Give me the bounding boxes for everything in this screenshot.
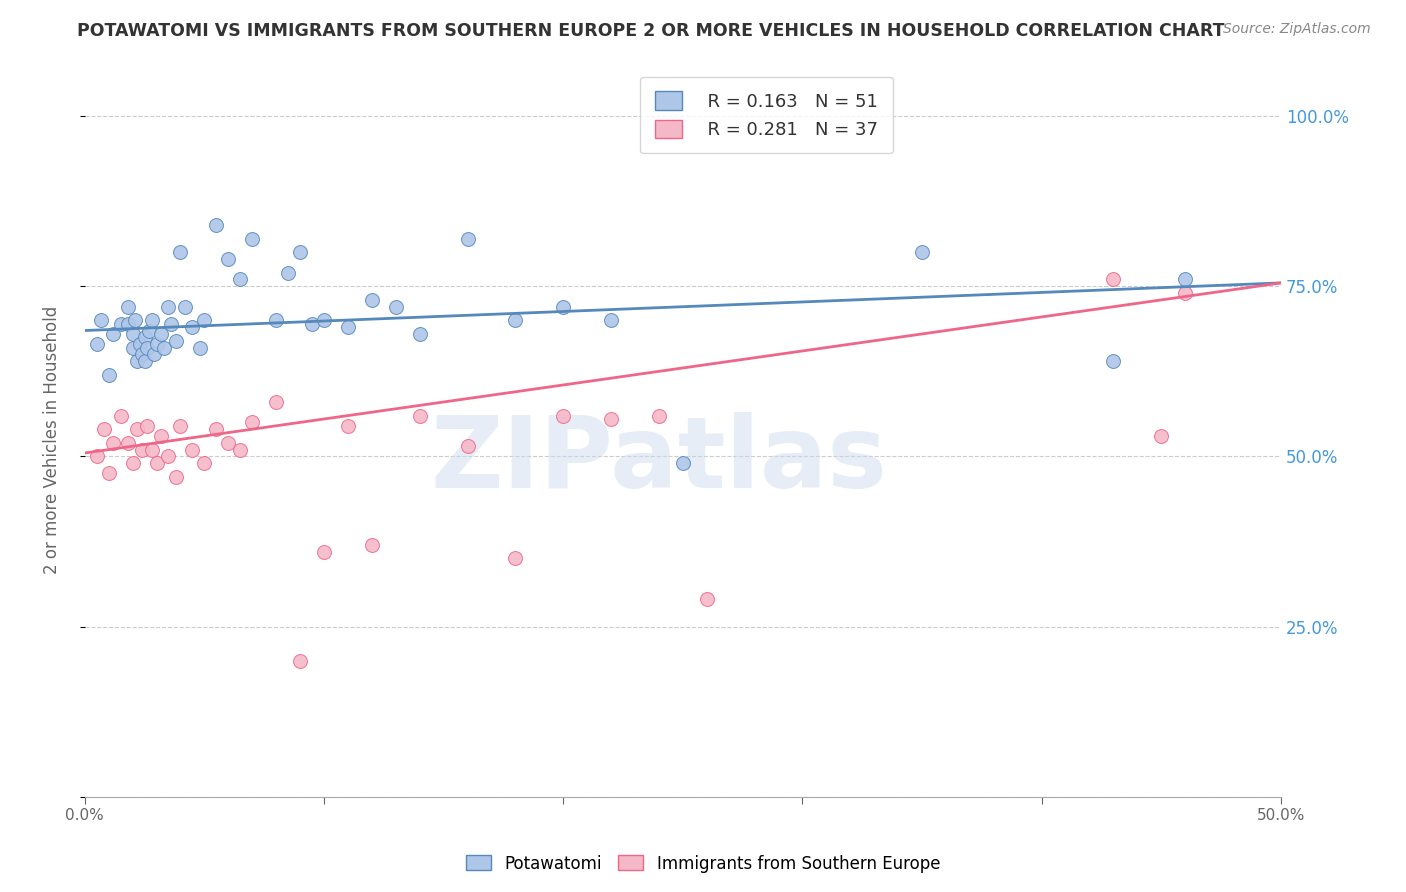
Point xyxy=(336,320,359,334)
Point xyxy=(134,354,156,368)
Point xyxy=(360,538,382,552)
Point xyxy=(648,409,671,423)
Point xyxy=(553,409,575,423)
Point xyxy=(136,418,159,433)
Point xyxy=(145,337,167,351)
Point xyxy=(121,341,143,355)
Point xyxy=(97,467,120,481)
Point xyxy=(600,412,623,426)
Point xyxy=(600,313,623,327)
Point xyxy=(93,422,115,436)
Point xyxy=(86,337,108,351)
Legend: Potawatomi, Immigrants from Southern Europe: Potawatomi, Immigrants from Southern Eur… xyxy=(460,848,946,880)
Point xyxy=(911,245,934,260)
Point xyxy=(143,347,166,361)
Y-axis label: 2 or more Vehicles in Household: 2 or more Vehicles in Household xyxy=(44,305,60,574)
Point xyxy=(408,409,430,423)
Point xyxy=(240,416,263,430)
Point xyxy=(408,326,430,341)
Point xyxy=(134,330,156,344)
Point xyxy=(229,442,252,457)
Legend:   R = 0.163   N = 51,   R = 0.281   N = 37: R = 0.163 N = 51, R = 0.281 N = 37 xyxy=(640,77,893,153)
Point xyxy=(181,442,204,457)
Point xyxy=(277,266,299,280)
Point xyxy=(1174,286,1197,301)
Point xyxy=(312,313,335,327)
Point xyxy=(117,300,139,314)
Point xyxy=(457,232,479,246)
Point xyxy=(181,320,204,334)
Point xyxy=(157,300,180,314)
Point xyxy=(165,470,187,484)
Point xyxy=(217,252,239,266)
Point xyxy=(131,347,153,361)
Point xyxy=(229,272,252,286)
Point xyxy=(152,341,174,355)
Point xyxy=(169,245,191,260)
Point xyxy=(312,544,335,558)
Point xyxy=(288,245,311,260)
Point xyxy=(97,368,120,382)
Point xyxy=(360,293,382,307)
Point xyxy=(165,334,187,348)
Point xyxy=(264,313,287,327)
Text: ZIPatlas: ZIPatlas xyxy=(430,412,887,509)
Point xyxy=(301,317,323,331)
Point xyxy=(117,317,139,331)
Point xyxy=(103,326,125,341)
Point xyxy=(141,313,163,327)
Text: POTAWATOMI VS IMMIGRANTS FROM SOUTHERN EUROPE 2 OR MORE VEHICLES IN HOUSEHOLD CO: POTAWATOMI VS IMMIGRANTS FROM SOUTHERN E… xyxy=(77,22,1225,40)
Point xyxy=(457,439,479,453)
Point xyxy=(1150,429,1173,443)
Point xyxy=(505,313,527,327)
Point xyxy=(188,341,211,355)
Point xyxy=(150,326,173,341)
Point xyxy=(205,218,228,232)
Point xyxy=(136,341,159,355)
Point xyxy=(264,395,287,409)
Point xyxy=(138,324,160,338)
Point xyxy=(90,313,112,327)
Point xyxy=(169,418,191,433)
Point xyxy=(121,456,143,470)
Point xyxy=(336,418,359,433)
Point xyxy=(127,422,149,436)
Point xyxy=(193,456,215,470)
Point xyxy=(553,300,575,314)
Point xyxy=(117,435,139,450)
Point xyxy=(127,354,149,368)
Point xyxy=(124,313,146,327)
Point xyxy=(696,592,718,607)
Point xyxy=(384,300,406,314)
Point xyxy=(193,313,215,327)
Point xyxy=(1102,272,1125,286)
Point xyxy=(505,551,527,566)
Text: Source: ZipAtlas.com: Source: ZipAtlas.com xyxy=(1223,22,1371,37)
Point xyxy=(1102,354,1125,368)
Point xyxy=(205,422,228,436)
Point xyxy=(160,317,183,331)
Point xyxy=(157,450,180,464)
Point xyxy=(145,456,167,470)
Point xyxy=(131,442,153,457)
Point xyxy=(150,429,173,443)
Point xyxy=(672,456,695,470)
Point xyxy=(121,326,143,341)
Point xyxy=(288,654,311,668)
Point xyxy=(240,232,263,246)
Point xyxy=(174,300,197,314)
Point xyxy=(103,435,125,450)
Point xyxy=(110,409,132,423)
Point xyxy=(217,435,239,450)
Point xyxy=(86,450,108,464)
Point xyxy=(128,337,150,351)
Point xyxy=(141,442,163,457)
Point xyxy=(1174,272,1197,286)
Point xyxy=(110,317,132,331)
